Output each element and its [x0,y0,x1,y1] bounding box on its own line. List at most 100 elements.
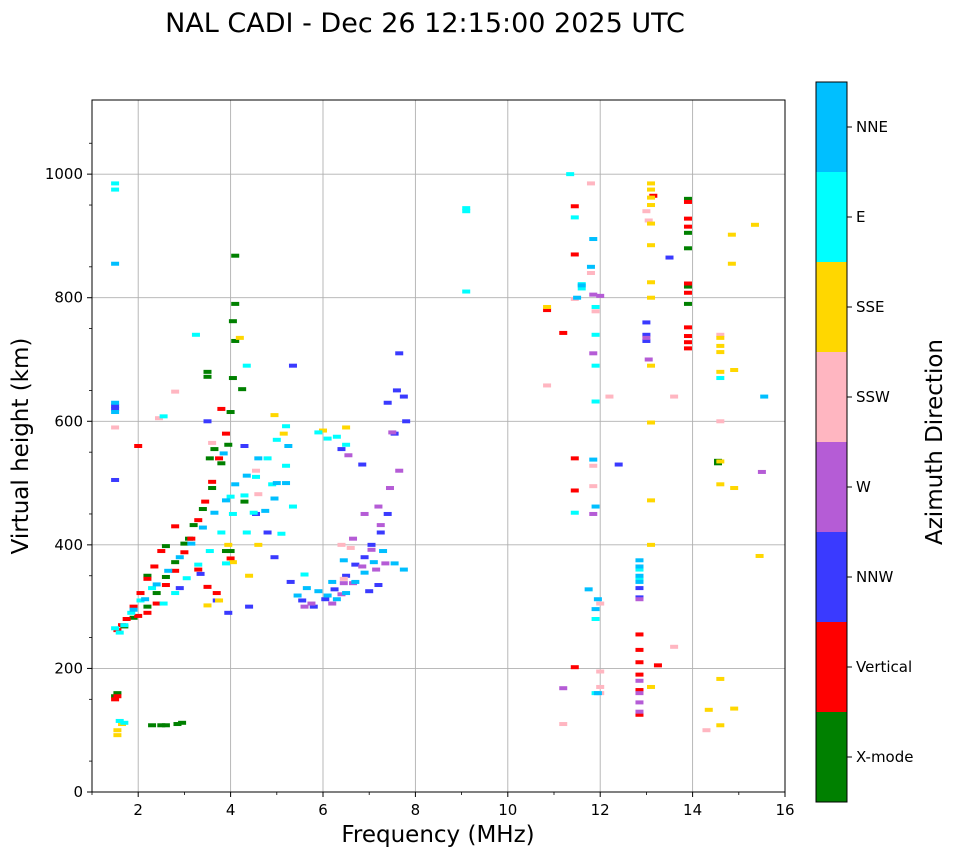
data-point-e [272,437,281,442]
colorbar-tick-label: NNE [856,118,888,136]
data-point-ssw [111,425,120,430]
colorbar-segment [816,712,847,802]
data-point-x-mode [683,246,692,251]
x-tick-label: 2 [133,801,143,819]
data-point-nne [584,587,593,592]
data-point-ssw [591,309,600,314]
data-point-e [136,598,145,603]
data-point-e [115,718,124,723]
data-point-nne [328,579,337,584]
data-point-x-mode [228,319,237,324]
data-point-x-mode [231,338,240,343]
data-point-x-mode [173,722,182,727]
data-point-ssw [586,181,595,186]
data-point-sse [647,195,656,200]
data-point-vertical [559,330,568,335]
data-point-x-mode [161,544,170,549]
data-point-nne [141,597,150,602]
data-point-nnw [111,477,120,482]
data-point-nne [593,691,602,696]
data-point-nnw [383,511,392,516]
data-point-vertical [134,444,143,448]
data-point-vertical [143,610,152,615]
data-point-e [217,530,226,535]
data-point-e [462,289,471,294]
data-point-e [111,181,120,186]
data-point-nnw [642,332,651,337]
data-point-sse [716,335,725,340]
data-point-x-mode [148,723,157,728]
data-point-nnw [360,555,369,560]
data-point-x-mode [221,549,230,554]
data-point-vertical [570,252,579,257]
data-point-x-mode [208,486,217,491]
data-point-x-mode [178,720,187,725]
data-point-e [115,630,124,635]
colorbar-label: Azimuth Direction [922,339,948,545]
data-point-nne [282,481,291,486]
data-point-e [226,494,235,499]
data-point-nne [284,444,293,448]
data-point-vertical [683,346,692,351]
data-point-vertical [570,665,579,670]
data-point-e [120,720,129,725]
data-point-e [314,430,323,435]
data-point-e [635,567,644,572]
data-point-w [307,601,316,606]
data-point-vertical [122,617,131,621]
data-point-ssw [208,440,217,445]
data-point-x-mode [157,723,166,728]
data-point-nne [589,457,598,462]
data-point-sse [647,280,656,285]
colorbar-segment [816,532,847,622]
data-point-nnw [342,573,351,578]
y-axis-label: Virtual height (km) [8,338,34,555]
data-point-sse [647,542,656,547]
data-point-vertical [683,334,692,339]
data-point-nne [270,496,279,501]
data-point-vertical [543,308,552,313]
data-point-nnw [111,406,120,411]
data-point-nnw [365,589,374,594]
data-point-nnw [288,363,297,368]
data-point-sse [647,498,656,503]
data-point-nne [591,607,600,612]
data-point-ssw [559,722,568,727]
data-point-vertical [653,663,662,668]
data-point-x-mode [226,410,235,415]
data-point-vertical [150,564,159,569]
data-point-x-mode [210,447,219,452]
data-point-nne [323,593,332,598]
data-point-e [240,493,249,498]
data-point-e [249,510,258,515]
data-point-e [566,172,575,177]
data-point-vertical [683,290,692,295]
data-point-x-mode [683,301,692,306]
data-point-e [159,414,168,419]
data-point-vertical [171,568,180,573]
data-point-e [127,610,136,615]
data-point-e [148,586,157,591]
data-point-nne [111,400,120,405]
data-point-sse [647,684,656,689]
data-point-nne [152,582,161,587]
data-point-vertical [203,584,212,589]
data-point-nnw [175,586,184,591]
data-point-nnw [392,388,401,393]
data-point-w [349,536,358,541]
data-point-sse [224,542,233,547]
data-point-ssw [716,419,725,424]
data-points [111,172,769,738]
data-point-w [635,700,644,705]
data-point-sse [647,363,656,368]
data-point-nne [111,410,120,415]
x-tick-label: 12 [591,801,610,819]
colorbar-tick-label: X-mode [856,748,913,766]
data-point-vertical [683,199,692,204]
data-point-x-mode [231,253,240,258]
data-point-sse [342,425,351,430]
data-point-vertical [635,672,644,677]
data-point-nnw [203,419,212,424]
data-point-sse [647,295,656,300]
data-point-nne [369,560,378,565]
